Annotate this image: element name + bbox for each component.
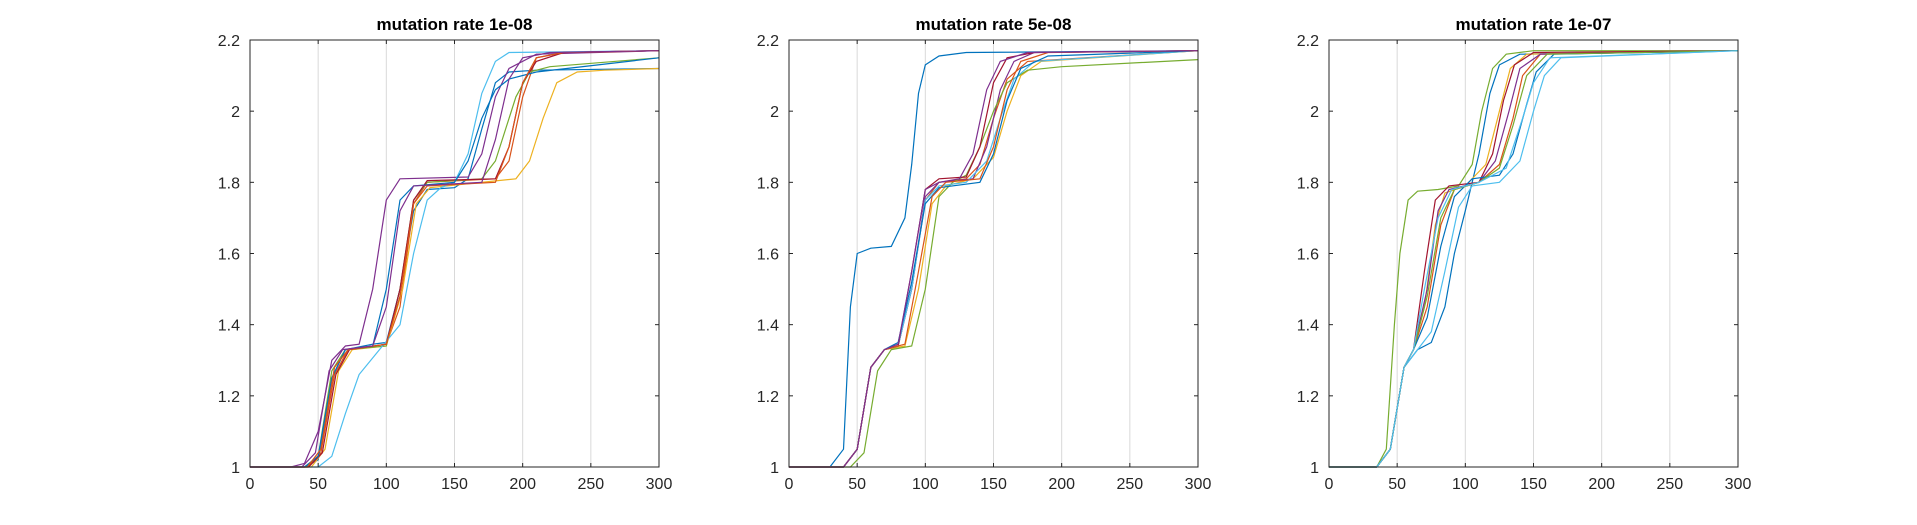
y-tick-label: 1.6 (218, 247, 240, 264)
y-tick-label: 2 (1310, 104, 1319, 121)
x-tick-label: 150 (980, 476, 1007, 493)
y-tick-label: 1 (231, 460, 240, 477)
chart-title: mutation rate 1e-08 (377, 15, 533, 34)
series-line-10 (1329, 50, 1739, 468)
series-line-8 (250, 57, 660, 468)
x-tick-label: 0 (246, 476, 255, 493)
x-tick-label: 100 (1452, 476, 1479, 493)
y-tick-label: 1.8 (757, 175, 779, 192)
x-tick-label: 300 (1185, 476, 1212, 493)
x-tick-label: 100 (373, 476, 400, 493)
subplot-1: mutation rate 1e-08 0 50 100 150 200 250 300 1 1… (218, 15, 673, 493)
x-tick-label: 100 (912, 476, 939, 493)
x-tick-label: 200 (1588, 476, 1615, 493)
x-tick-label: 150 (441, 476, 468, 493)
x-tick-label: 0 (785, 476, 794, 493)
x-tick-label: 250 (1656, 476, 1683, 493)
series-line-4 (250, 50, 660, 468)
series-line-3 (250, 67, 660, 468)
y-tick-label: 1.2 (218, 389, 240, 406)
y-tick-label: 2.2 (218, 33, 240, 50)
series-line-10 (250, 50, 660, 468)
x-tick-label: 250 (1116, 476, 1143, 493)
chart-title: mutation rate 1e-07 (1456, 15, 1612, 34)
x-tick-label: 250 (577, 476, 604, 493)
y-tick-label: 1.4 (1297, 318, 1319, 335)
series-line-1 (1329, 50, 1738, 468)
y-tick-label: 1.2 (757, 389, 779, 406)
y-tick-label: 1.4 (218, 318, 240, 335)
x-tick-label: 50 (1388, 476, 1406, 493)
chart-title: mutation rate 5e-08 (916, 15, 1072, 34)
subplot-3: mutation rate 1e-07 0 50 100 150 200 250 300 1 1… (1297, 15, 1752, 493)
y-tick-label: 1.8 (218, 175, 240, 192)
series-line-7 (250, 50, 660, 468)
x-tick-label: 50 (309, 476, 327, 493)
subplot-2: mutation rate 5e-08 0 50 100 150 200 250 300 1 1… (757, 15, 1212, 493)
y-tick-label: 1.6 (1297, 247, 1319, 264)
y-tick-label: 1.4 (757, 318, 779, 335)
series-line-6 (250, 50, 660, 468)
x-tick-label: 200 (509, 476, 536, 493)
y-tick-label: 2 (770, 104, 779, 121)
y-tick-label: 2 (231, 104, 240, 121)
x-tick-label: 300 (1725, 476, 1752, 493)
x-tick-label: 150 (1520, 476, 1547, 493)
y-tick-label: 1.8 (1297, 175, 1319, 192)
x-tick-label: 0 (1325, 476, 1334, 493)
y-tick-label: 1.6 (757, 247, 779, 264)
x-tick-label: 300 (646, 476, 673, 493)
series-line-9 (250, 50, 660, 468)
y-tick-label: 1 (1310, 460, 1319, 477)
series-line-10 (789, 50, 1199, 468)
x-tick-label: 50 (848, 476, 866, 493)
x-tick-label: 200 (1048, 476, 1075, 493)
y-tick-label: 1.2 (1297, 389, 1319, 406)
series-line-1 (789, 50, 1199, 468)
y-tick-label: 2.2 (757, 33, 779, 50)
y-tick-label: 1 (770, 460, 779, 477)
y-tick-label: 2.2 (1297, 33, 1319, 50)
